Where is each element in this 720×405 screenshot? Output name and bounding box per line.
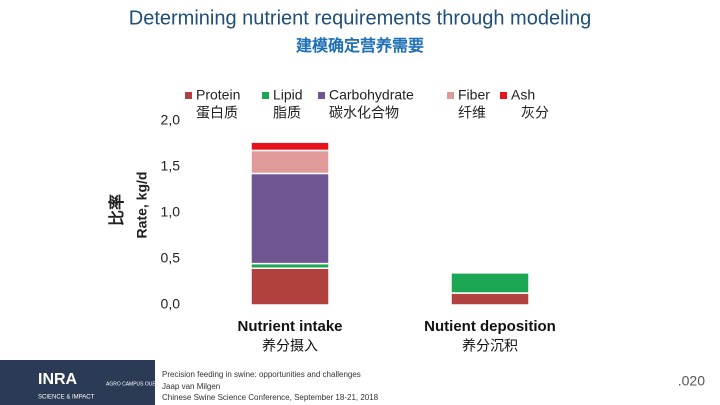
y-tick-label: 2,0 (161, 112, 181, 128)
chart-title: Determining nutrient requirements throug… (129, 7, 591, 29)
x-tick-label-cn: 养分摄入 (262, 338, 318, 354)
legend-swatch (447, 92, 454, 99)
x-tick-label-cn: 养分沉积 (462, 338, 518, 354)
y-tick-label: 0,0 (161, 296, 181, 312)
logo2: AGRO CAMPUS OUEST (106, 381, 162, 387)
bar-segment (250, 149, 330, 175)
y-tick-label: 0,5 (161, 250, 181, 266)
legend-label-cn: 脂质 (273, 105, 301, 121)
bar-segment (250, 141, 330, 152)
y-tick-label: 1,5 (161, 158, 181, 174)
y-tick-label: 1,0 (161, 204, 181, 220)
footer-line: Jaap van Milgen (162, 382, 220, 391)
footer-line: Chinese Swine Science Conference, Septem… (162, 393, 379, 402)
legend-label: Lipid (273, 87, 303, 103)
chart-subtitle: 建模确定营养需要 (296, 36, 424, 55)
legend-label-cn: 蛋白质 (196, 105, 238, 121)
y-label: Rate, kg/d (134, 172, 150, 239)
legend-label: Carbohydrate (329, 87, 414, 103)
legend-label-cn: 灰分 (521, 105, 549, 121)
legend-label: Fiber (458, 87, 490, 103)
footer-band (0, 360, 155, 405)
x-tick-label: Nutrient intake (237, 318, 342, 335)
legend-label-cn: 碳水化合物 (329, 105, 399, 121)
legend-label-cn: 纤维 (458, 105, 486, 121)
legend-swatch (185, 92, 192, 99)
legend-swatch (318, 92, 325, 99)
legend-swatch (262, 92, 269, 99)
legend-swatch (500, 92, 507, 99)
logo: INRA (38, 371, 78, 388)
bar-segment (250, 172, 330, 265)
legend-label: Protein (196, 87, 240, 103)
bar-segment (450, 292, 530, 306)
legend-label: Ash (511, 87, 535, 103)
bar-segment (450, 271, 530, 274)
logo-sub: SCIENCE & IMPACT (38, 395, 95, 401)
bar-segment (250, 267, 330, 306)
page-number: .020 (678, 373, 705, 389)
footer-line: Precision feeding in swine: opportunitie… (162, 370, 361, 379)
y-label-cn: 比率 (107, 194, 126, 226)
bar-segment (450, 272, 530, 294)
x-tick-label: Nutient deposition (424, 318, 556, 335)
